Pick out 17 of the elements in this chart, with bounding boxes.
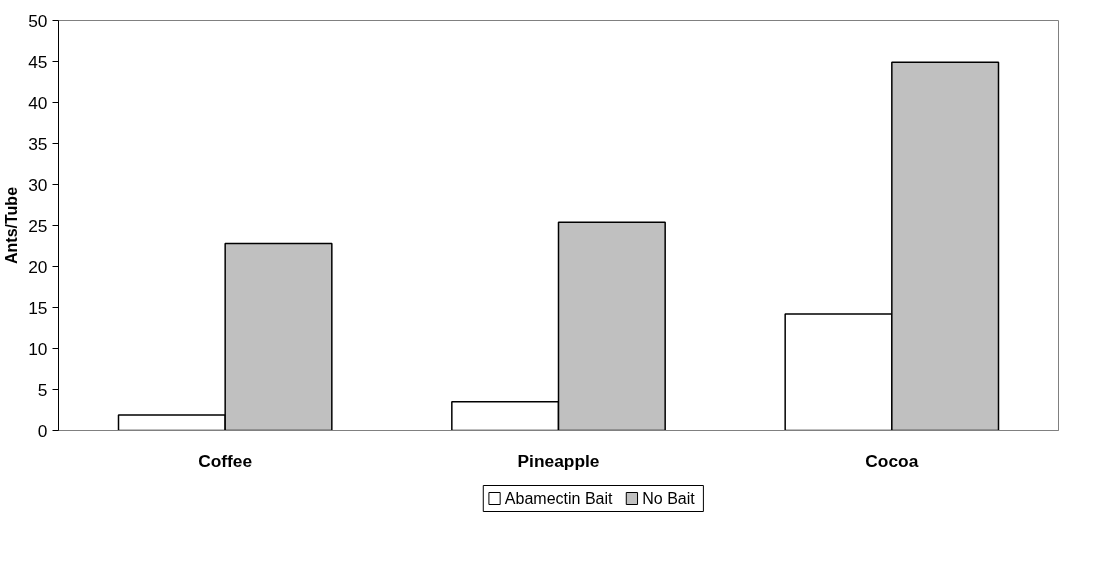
- y-tick-label: 20: [28, 256, 48, 277]
- x-tick-label: Pineapple: [517, 450, 600, 471]
- y-axis-title: Ants/Tube: [3, 186, 21, 265]
- legend-label: No Bait: [642, 490, 696, 507]
- x-tick-label: Coffee: [198, 450, 253, 471]
- y-tick-label: 35: [28, 133, 48, 154]
- y-tick-label: 40: [28, 92, 48, 113]
- y-tick-label: 0: [37, 420, 48, 441]
- y-tick-label: 25: [28, 215, 48, 236]
- y-tick-label: 50: [28, 10, 48, 31]
- y-tick-label: 30: [28, 174, 48, 195]
- y-tick-label: 15: [28, 297, 48, 318]
- y-tick-label: 10: [28, 338, 48, 359]
- y-tick-label: 45: [28, 51, 48, 72]
- x-tick-label: Cocoa: [865, 450, 919, 471]
- y-tick-label: 5: [37, 379, 48, 400]
- legend-label: Abamectin Bait: [504, 490, 614, 507]
